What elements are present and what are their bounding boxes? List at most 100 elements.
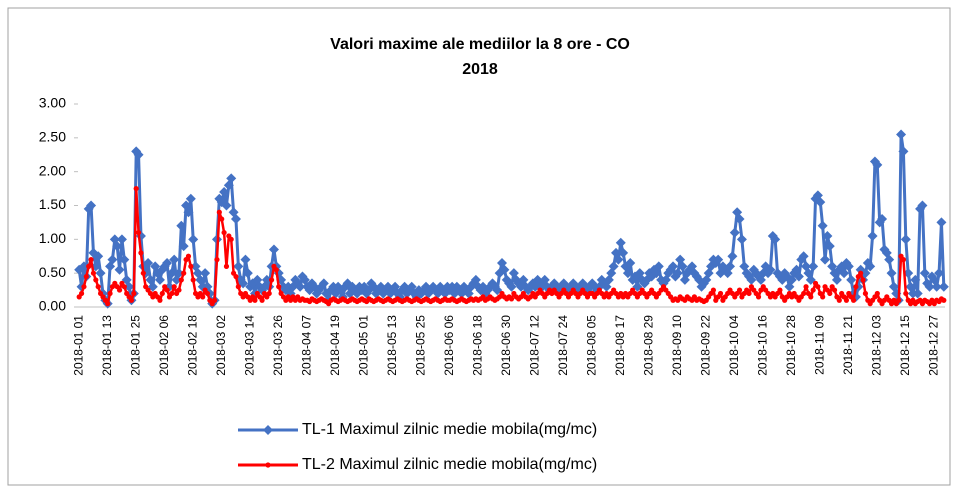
point (140, 270, 146, 276)
point (931, 281, 942, 292)
point (185, 253, 192, 259)
point (824, 241, 835, 252)
point (822, 230, 833, 241)
point (116, 234, 127, 245)
point (128, 297, 135, 303)
x-tick-label: 2018-08 29 (641, 315, 655, 376)
point (86, 263, 92, 269)
point (710, 287, 717, 293)
point (223, 263, 230, 269)
point (777, 287, 783, 293)
point (252, 297, 258, 303)
point (95, 268, 106, 279)
point (276, 284, 282, 290)
point (119, 254, 130, 265)
y-tick-label: 0.00 (39, 298, 66, 314)
point (808, 261, 819, 272)
x-tick-label: 2018-01 25 (128, 315, 142, 376)
point (90, 270, 97, 276)
point (116, 287, 123, 293)
point (235, 284, 241, 290)
point (78, 261, 89, 272)
x-tick-label: 2018-07 24 (556, 315, 570, 376)
x-tick-label: 2018-01 01 (71, 315, 85, 376)
point (653, 261, 664, 272)
point (138, 250, 144, 256)
point (924, 281, 935, 292)
point (265, 462, 271, 468)
x-tick-label: 2018-06 30 (499, 315, 513, 376)
point (625, 258, 636, 269)
point (233, 261, 244, 272)
point (843, 261, 854, 272)
point (831, 274, 842, 285)
chart-subtitle: 2018 (462, 61, 498, 78)
point (865, 261, 876, 272)
point (765, 264, 776, 275)
x-tick-label: 2018-05 25 (413, 315, 427, 376)
y-tick-label: 1.00 (39, 230, 66, 246)
point (734, 214, 745, 225)
point (677, 261, 688, 272)
point (746, 274, 757, 285)
point (803, 284, 809, 290)
point (815, 284, 821, 290)
point (858, 270, 864, 276)
point (263, 425, 273, 435)
point (941, 297, 947, 303)
point (755, 294, 762, 300)
point (727, 251, 738, 262)
point (114, 264, 125, 275)
point (219, 186, 230, 197)
point (268, 244, 279, 255)
point (216, 209, 222, 215)
point (230, 214, 241, 225)
point (169, 254, 180, 265)
x-tick-label: 2018-09 22 (698, 315, 712, 376)
point (318, 278, 329, 289)
point (836, 297, 842, 303)
chart-title: Valori maxime ale mediilor la 8 ore - CO (330, 36, 630, 53)
point (499, 264, 510, 275)
x-tick-label: 2018-07 12 (527, 315, 541, 376)
x-tick-label: 2018-03 26 (271, 315, 285, 376)
point (154, 274, 165, 285)
point (169, 290, 175, 297)
point (843, 297, 850, 303)
x-tick-label: 2018-10 16 (755, 315, 769, 376)
point (200, 294, 206, 300)
point (200, 268, 211, 279)
point (896, 297, 902, 303)
point (736, 287, 743, 293)
point (860, 277, 866, 283)
x-tick-label: 2018-12 15 (898, 315, 912, 376)
point (736, 234, 747, 245)
point (166, 268, 177, 279)
x-tick-label: 2018-06 06 (442, 315, 456, 376)
point (793, 271, 804, 282)
point (506, 281, 517, 292)
point (81, 284, 87, 290)
x-tick-label: 2018-10 28 (784, 315, 798, 376)
point (860, 268, 871, 279)
point (214, 257, 220, 263)
point (183, 207, 194, 218)
point (934, 268, 945, 279)
point (211, 297, 218, 303)
point (884, 254, 895, 265)
point (159, 290, 165, 297)
point (815, 197, 826, 208)
point (221, 229, 227, 236)
point (717, 290, 724, 297)
point (801, 290, 807, 297)
y-tick-label: 0.50 (39, 264, 66, 280)
point (268, 277, 275, 283)
point (143, 258, 154, 269)
x-tick-label: 2018-05 01 (356, 315, 370, 376)
point (83, 273, 89, 280)
point (896, 129, 907, 140)
point (273, 267, 279, 273)
point (135, 229, 142, 236)
point (233, 273, 239, 280)
